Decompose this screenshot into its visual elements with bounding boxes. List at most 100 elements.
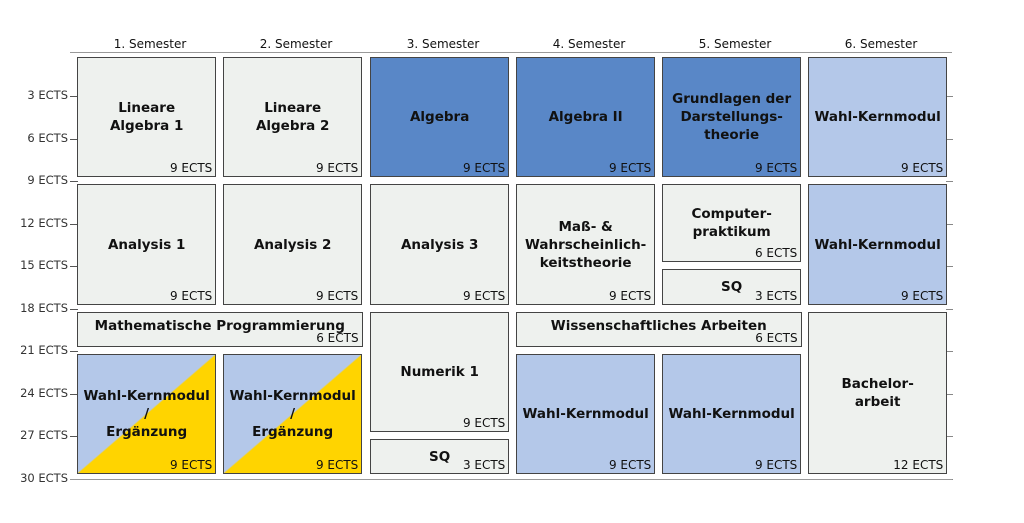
y-tick-right	[946, 393, 953, 395]
y-tick-right	[946, 96, 953, 98]
y-tick	[70, 436, 78, 438]
module-box[interactable]: SQ 3 ECTS	[662, 269, 802, 305]
module-ects: 6 ECTS	[754, 246, 798, 261]
y-tick-right	[946, 266, 953, 268]
module-ects: 9 ECTS	[169, 288, 213, 303]
module-box[interactable]: Numerik 1 9 ECTS	[370, 311, 510, 433]
module-box[interactable]: Wahl-Kernmodul / Ergänzung 9 ECTS	[223, 354, 363, 475]
module-name: Lineare Algebra 1	[109, 100, 184, 135]
module-name: Algebra II	[548, 109, 623, 126]
module-name: SQ	[429, 448, 451, 465]
semester-header: 3. Semester	[406, 37, 480, 51]
module-name: Analysis 1	[107, 236, 186, 253]
module-name: Lineare Algebra 2	[255, 100, 330, 135]
module-box[interactable]: Analysis 1 9 ECTS	[77, 184, 217, 305]
y-tick-label: 9 ECTS	[27, 173, 68, 188]
y-tick-label: 15 ECTS	[20, 258, 68, 273]
module-ects: 9 ECTS	[900, 288, 944, 303]
y-tick-label: 30 ECTS	[20, 470, 68, 485]
module-box[interactable]: Bachelor- arbeit 12 ECTS	[808, 311, 948, 475]
module-box[interactable]: Wissenschaftliches Arbeiten 6 ECTS	[516, 311, 802, 348]
module-ects: 9 ECTS	[608, 161, 652, 176]
module-name: Wahl-Kernmodul / Ergänzung	[83, 388, 210, 441]
module-name: Computer- praktikum	[691, 206, 772, 241]
y-tick	[70, 181, 78, 183]
module-ects: 6 ECTS	[316, 331, 359, 346]
y-tick-label: 21 ECTS	[20, 343, 68, 358]
module-name: Wahl-Kernmodul / Ergänzung	[229, 388, 356, 441]
y-tick	[70, 266, 78, 268]
module-box[interactable]: Maß- & Wahrscheinlich- keitstheorie 9 ECT…	[516, 184, 656, 305]
semester-header: 2. Semester	[259, 37, 333, 51]
module-ects: 9 ECTS	[169, 161, 213, 176]
y-tick-label: 24 ECTS	[20, 385, 68, 400]
module-name: Bachelor- arbeit	[841, 376, 914, 411]
y-tick-label: 18 ECTS	[20, 300, 68, 315]
y-tick-right	[946, 308, 953, 310]
y-tick-label: 12 ECTS	[20, 215, 68, 230]
module-box[interactable]: Wahl-Kernmodul 9 ECTS	[808, 184, 948, 305]
module-box[interactable]: Wahl-Kernmodul / Ergänzung 9 ECTS	[77, 354, 217, 475]
module-name: Numerik 1	[400, 363, 479, 380]
y-tick	[70, 223, 78, 225]
y-tick-right	[946, 436, 953, 438]
semester-header: 4. Semester	[552, 37, 626, 51]
module-box[interactable]: Wahl-Kernmodul 9 ECTS	[662, 354, 802, 475]
y-tick-right	[946, 223, 953, 225]
module-name: Wissenschaftliches Arbeiten	[550, 317, 767, 334]
module-ects: 9 ECTS	[315, 288, 359, 303]
module-name: Wahl-Kernmodul	[522, 406, 649, 423]
module-ects: 12 ECTS	[893, 458, 944, 473]
module-name: Algebra	[409, 109, 470, 126]
y-tick-right	[946, 351, 953, 353]
module-ects: 9 ECTS	[462, 416, 506, 431]
module-box[interactable]: Lineare Algebra 1 9 ECTS	[77, 57, 217, 178]
semester-header: 6. Semester	[844, 37, 918, 51]
module-ects: 9 ECTS	[754, 458, 798, 473]
module-name: Analysis 2	[253, 236, 332, 253]
module-ects: 9 ECTS	[900, 161, 944, 176]
module-box[interactable]: Algebra II 9 ECTS	[516, 57, 656, 178]
y-tick	[70, 138, 78, 140]
module-box[interactable]: Grundlagen der Darstellungs- theorie 9 EC…	[662, 57, 802, 178]
header-rule	[70, 52, 952, 53]
y-tick	[70, 96, 78, 98]
module-box[interactable]: Mathematische Programmierung 6 ECTS	[77, 311, 363, 348]
module-name: Maß- & Wahrscheinlich- keitstheorie	[524, 218, 647, 271]
y-tick	[70, 393, 78, 395]
module-name: SQ	[721, 278, 743, 295]
module-box[interactable]: Wahl-Kernmodul 9 ECTS	[808, 57, 948, 178]
semester-header: 5. Semester	[698, 37, 772, 51]
module-box[interactable]: Analysis 2 9 ECTS	[223, 184, 363, 305]
module-name: Wahl-Kernmodul	[814, 236, 941, 253]
module-box[interactable]: Analysis 3 9 ECTS	[370, 184, 510, 305]
y-tick	[70, 351, 78, 353]
y-tick-right	[946, 138, 953, 140]
semester-header: 1. Semester	[113, 37, 187, 51]
y-tick	[70, 308, 78, 310]
module-ects: 9 ECTS	[462, 288, 506, 303]
module-name: Grundlagen der Darstellungs- theorie	[672, 91, 792, 144]
module-ects: 9 ECTS	[169, 458, 213, 473]
module-ects: 6 ECTS	[755, 331, 798, 346]
module-ects: 9 ECTS	[608, 458, 652, 473]
y-tick-label: 6 ECTS	[27, 130, 68, 145]
module-ects: 3 ECTS	[462, 458, 506, 473]
module-ects: 9 ECTS	[315, 458, 359, 473]
module-ects: 9 ECTS	[315, 161, 359, 176]
module-box[interactable]: Lineare Algebra 2 9 ECTS	[223, 57, 363, 178]
module-box[interactable]: SQ 3 ECTS	[370, 439, 510, 475]
module-ects: 9 ECTS	[608, 288, 652, 303]
module-ects: 3 ECTS	[754, 288, 798, 303]
module-box[interactable]: Wahl-Kernmodul 9 ECTS	[516, 354, 656, 475]
y-tick-label: 27 ECTS	[20, 428, 68, 443]
module-name: Analysis 3	[400, 236, 479, 253]
module-box[interactable]: Computer- praktikum 6 ECTS	[662, 184, 802, 263]
module-ects: 9 ECTS	[754, 161, 798, 176]
module-box[interactable]: Algebra 9 ECTS	[370, 57, 510, 178]
module-ects: 9 ECTS	[462, 161, 506, 176]
y-tick-right	[946, 181, 953, 183]
module-name: Wahl-Kernmodul	[668, 406, 795, 423]
module-name: Mathematische Programmierung	[94, 317, 345, 334]
